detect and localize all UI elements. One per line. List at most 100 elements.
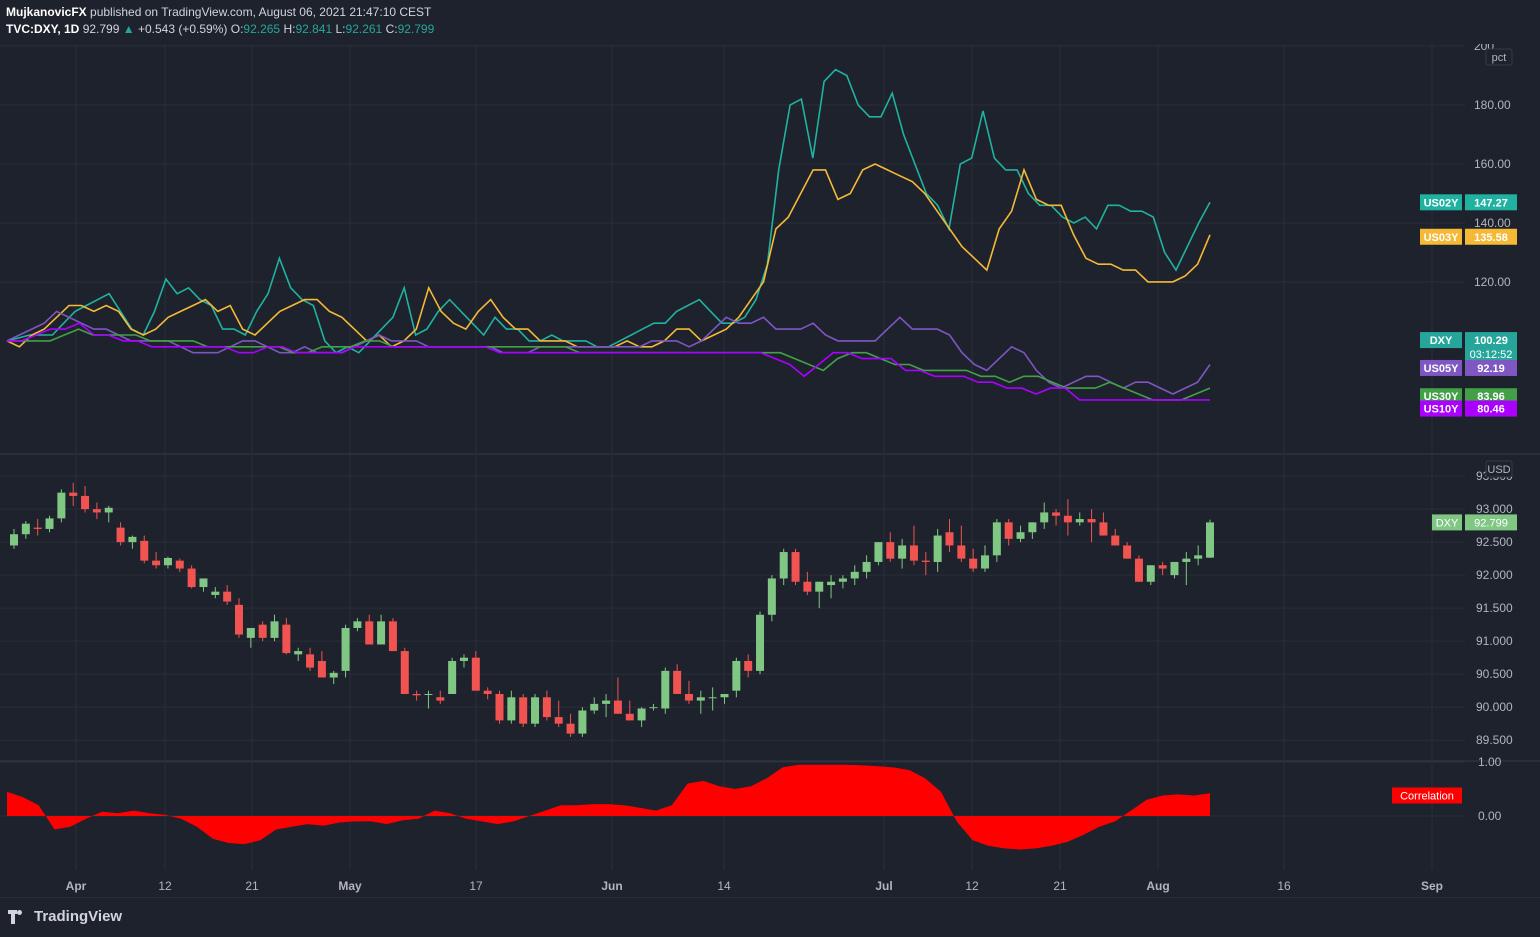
- published-text: published on TradingView.com, August 06,…: [90, 5, 432, 19]
- candle-body: [1134, 558, 1143, 582]
- series-label-us02y: US02Y 147.27: [1420, 194, 1517, 211]
- tradingview-logo[interactable]: TradingView: [8, 908, 122, 925]
- candle-body: [270, 621, 279, 638]
- candle-body: [306, 654, 315, 668]
- series-label-us05y: US05Y 92.19: [1420, 359, 1517, 376]
- candle-body: [1123, 545, 1132, 559]
- candle-body: [436, 697, 445, 701]
- series-label-dxy: DXY 100.29 03:12:52: [1420, 332, 1517, 363]
- series-label-us30y: US30Y 83.96: [1420, 388, 1517, 405]
- candle-body: [223, 591, 232, 602]
- candle-body: [104, 507, 113, 513]
- x-axis-label: Aug: [1146, 879, 1169, 893]
- candle-body: [353, 621, 362, 628]
- y-axis-tick-label-cmp: 160.00: [1474, 157, 1511, 171]
- x-axis-label: 12: [965, 879, 979, 893]
- candle-body: [767, 578, 776, 615]
- candle-body: [661, 670, 670, 709]
- price-unit-badge: [1485, 460, 1513, 478]
- series-line-us03y: [6, 163, 1211, 348]
- candle-body: [1206, 522, 1214, 558]
- price-last-label: DXY 92.799: [1432, 514, 1517, 531]
- x-axis-label: 16: [1277, 879, 1291, 893]
- candle-body: [412, 693, 421, 696]
- candle-body: [613, 700, 622, 714]
- candle-body: [424, 693, 433, 695]
- close-label: C:: [385, 22, 398, 36]
- series-label-us10y: US10Y 80.46: [1420, 400, 1517, 417]
- symbol-name[interactable]: TVC:DXY, 1D: [6, 22, 80, 36]
- candle-body: [850, 571, 859, 579]
- x-axis-label: May: [338, 879, 362, 893]
- candle-body: [1146, 565, 1155, 582]
- y-axis-tick-label-cmp: 120.00: [1474, 275, 1511, 289]
- correlation-area: [7, 764, 1210, 850]
- candle-body: [566, 723, 575, 734]
- chart-header: MujkanovicFX published on TradingView.co…: [0, 0, 1540, 44]
- candle-body: [163, 557, 172, 566]
- y-axis-tick-label-price: 92.500: [1476, 535, 1513, 549]
- candle-body: [815, 581, 824, 592]
- candle-body: [1016, 532, 1025, 539]
- candle-body: [981, 555, 990, 569]
- x-axis-label: Jun: [601, 879, 622, 893]
- candle-body: [317, 660, 326, 678]
- candle-body: [1194, 555, 1203, 559]
- x-axis-label: 21: [1053, 879, 1067, 893]
- candle-body: [81, 495, 90, 510]
- candle-body: [1028, 522, 1037, 533]
- candle-body: [779, 552, 788, 579]
- candle-body: [69, 492, 78, 496]
- publish-info: MujkanovicFX published on TradingView.co…: [6, 4, 431, 20]
- series-line-us05y: [6, 310, 1211, 395]
- x-axis-label: 21: [245, 879, 259, 893]
- svg-text:US02Y: US02Y: [1424, 197, 1460, 209]
- candle-body: [1170, 561, 1179, 576]
- svg-text:83.96: 83.96: [1477, 391, 1505, 403]
- x-axis-label: Apr: [66, 879, 87, 893]
- candle-body: [294, 651, 303, 655]
- y-axis-tick-label-price: 90.000: [1476, 700, 1513, 714]
- candle-body: [1075, 519, 1084, 523]
- svg-text:100.29: 100.29: [1474, 335, 1508, 347]
- candle-body: [329, 672, 338, 678]
- y-axis-tick-label-cmp: 200: [1474, 44, 1494, 53]
- correlation-label: Correlation: [1392, 787, 1462, 804]
- candle-body: [625, 713, 634, 721]
- svg-text:US30Y: US30Y: [1424, 391, 1460, 403]
- close-value: 92.799: [397, 22, 435, 36]
- candle-body: [211, 591, 220, 595]
- candle-body: [116, 527, 125, 543]
- candle-body: [542, 697, 551, 718]
- candle-body: [992, 522, 1001, 556]
- x-axis-label: 12: [158, 879, 172, 893]
- svg-text:Correlation: Correlation: [1400, 790, 1454, 802]
- y-axis-tick-label-price: 93.000: [1476, 502, 1513, 516]
- change-value: +0.543 (+0.59%): [137, 22, 228, 36]
- y-axis-tick-label-cmp: 180.00: [1474, 98, 1511, 112]
- series-line-us02y: [6, 68, 1211, 354]
- candle-body: [1182, 558, 1191, 562]
- change-up-icon: ▲: [122, 22, 135, 36]
- candle-body: [1052, 512, 1061, 516]
- candle-body: [957, 545, 966, 559]
- low-label: L:: [335, 22, 346, 36]
- candle-body: [637, 708, 646, 721]
- chart-area[interactable]: Apr 12 21 May 17 Jun 14 Jul 12 21 Aug 16 Sep 200 180.0…: [0, 44, 1540, 898]
- candle-body: [400, 651, 409, 694]
- candle-body: [187, 568, 196, 588]
- candle-body: [483, 690, 492, 694]
- svg-text:DXY: DXY: [1430, 335, 1453, 347]
- y-axis-tick-label-price: 89.500: [1476, 733, 1513, 747]
- candle-body: [507, 697, 516, 721]
- open-value: 92.265: [243, 22, 281, 36]
- high-label: H:: [283, 22, 296, 36]
- series-line-us10y: [7, 322, 1210, 401]
- series-label-us03y: US03Y 135.58: [1420, 228, 1517, 245]
- svg-text:US05Y: US05Y: [1424, 363, 1460, 375]
- svg-text:US03Y: US03Y: [1424, 232, 1460, 244]
- candle-body: [175, 560, 184, 569]
- footer: TradingView: [0, 898, 1540, 937]
- series-line-us30y: [7, 328, 1211, 401]
- author-name[interactable]: MujkanovicFX: [6, 5, 87, 19]
